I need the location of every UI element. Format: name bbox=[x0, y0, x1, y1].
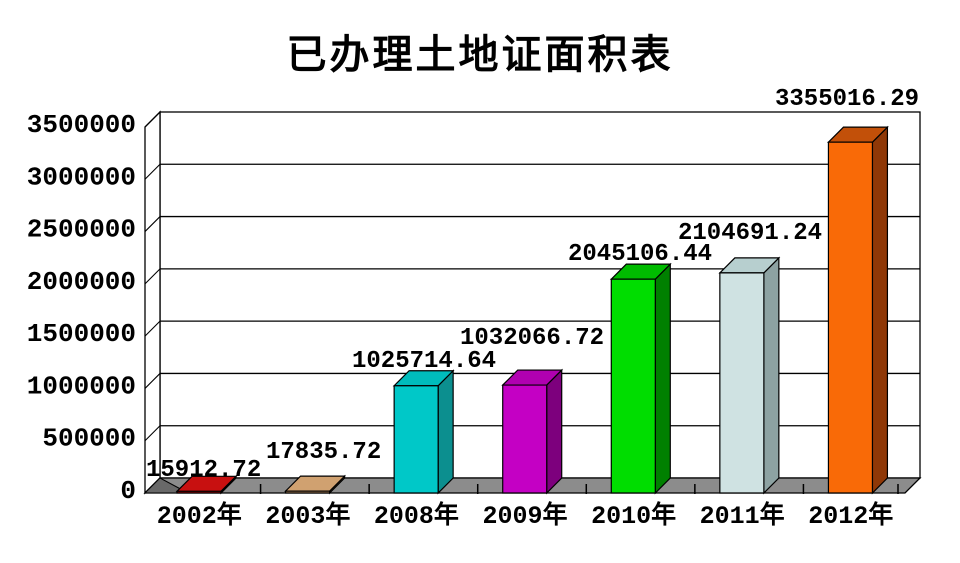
value-label: 17835.72 bbox=[266, 439, 381, 466]
x-axis-label: 2009年 bbox=[482, 500, 567, 531]
y-axis-label: 3500000 bbox=[27, 110, 136, 140]
value-label: 3355016.29 bbox=[775, 86, 919, 113]
value-label: 1025714.64 bbox=[352, 348, 496, 375]
y-tick-mark bbox=[144, 111, 161, 128]
value-label: 2104691.24 bbox=[678, 220, 822, 247]
y-axis-label: 1000000 bbox=[27, 371, 136, 401]
y-axis-label: 2500000 bbox=[27, 215, 136, 245]
floor-left-bevel bbox=[143, 477, 189, 494]
bar-2003年 bbox=[284, 490, 331, 494]
bar-2011年 bbox=[719, 272, 765, 494]
y-axis-label: 0 bbox=[120, 476, 136, 506]
bar-side-2009年 bbox=[546, 368, 563, 495]
x-axis-label: 2011年 bbox=[700, 500, 785, 531]
y-tick-mark bbox=[144, 163, 161, 180]
bar-2008年 bbox=[393, 385, 439, 494]
bar-2010年 bbox=[610, 278, 656, 494]
x-axis-label: 2003年 bbox=[265, 500, 350, 531]
bar-2012年 bbox=[827, 141, 874, 494]
y-tick-mark bbox=[144, 373, 161, 389]
value-label: 1032066.72 bbox=[460, 325, 604, 352]
value-label: 15912.72 bbox=[146, 457, 261, 484]
y-tick-mark bbox=[144, 425, 161, 442]
x-axis-label: 2008年 bbox=[374, 500, 459, 531]
y-axis-label: 3000000 bbox=[27, 162, 136, 192]
bar-side-2011年 bbox=[763, 256, 780, 495]
chart-title: 已办理土地证面积表 bbox=[286, 33, 674, 77]
y-axis-label: 500000 bbox=[42, 424, 136, 454]
bar-side-2012年 bbox=[871, 125, 889, 495]
y-tick-mark bbox=[144, 268, 161, 285]
y-tick-mark bbox=[144, 216, 161, 232]
x-axis-label: 2002年 bbox=[157, 500, 242, 531]
y-tick-mark bbox=[144, 320, 161, 337]
left-wall bbox=[144, 110, 161, 495]
y-axis-label: 1500000 bbox=[27, 319, 136, 349]
y-axis-label: 2000000 bbox=[27, 267, 136, 297]
x-axis-label: 2012年 bbox=[808, 500, 893, 531]
bar-side-2008年 bbox=[437, 369, 454, 495]
bar-2002年 bbox=[176, 490, 222, 494]
x-axis-label: 2010年 bbox=[591, 500, 676, 531]
bar-side-2010年 bbox=[654, 262, 671, 495]
bar-2009年 bbox=[502, 384, 548, 494]
value-label: 2045106.44 bbox=[568, 241, 712, 268]
